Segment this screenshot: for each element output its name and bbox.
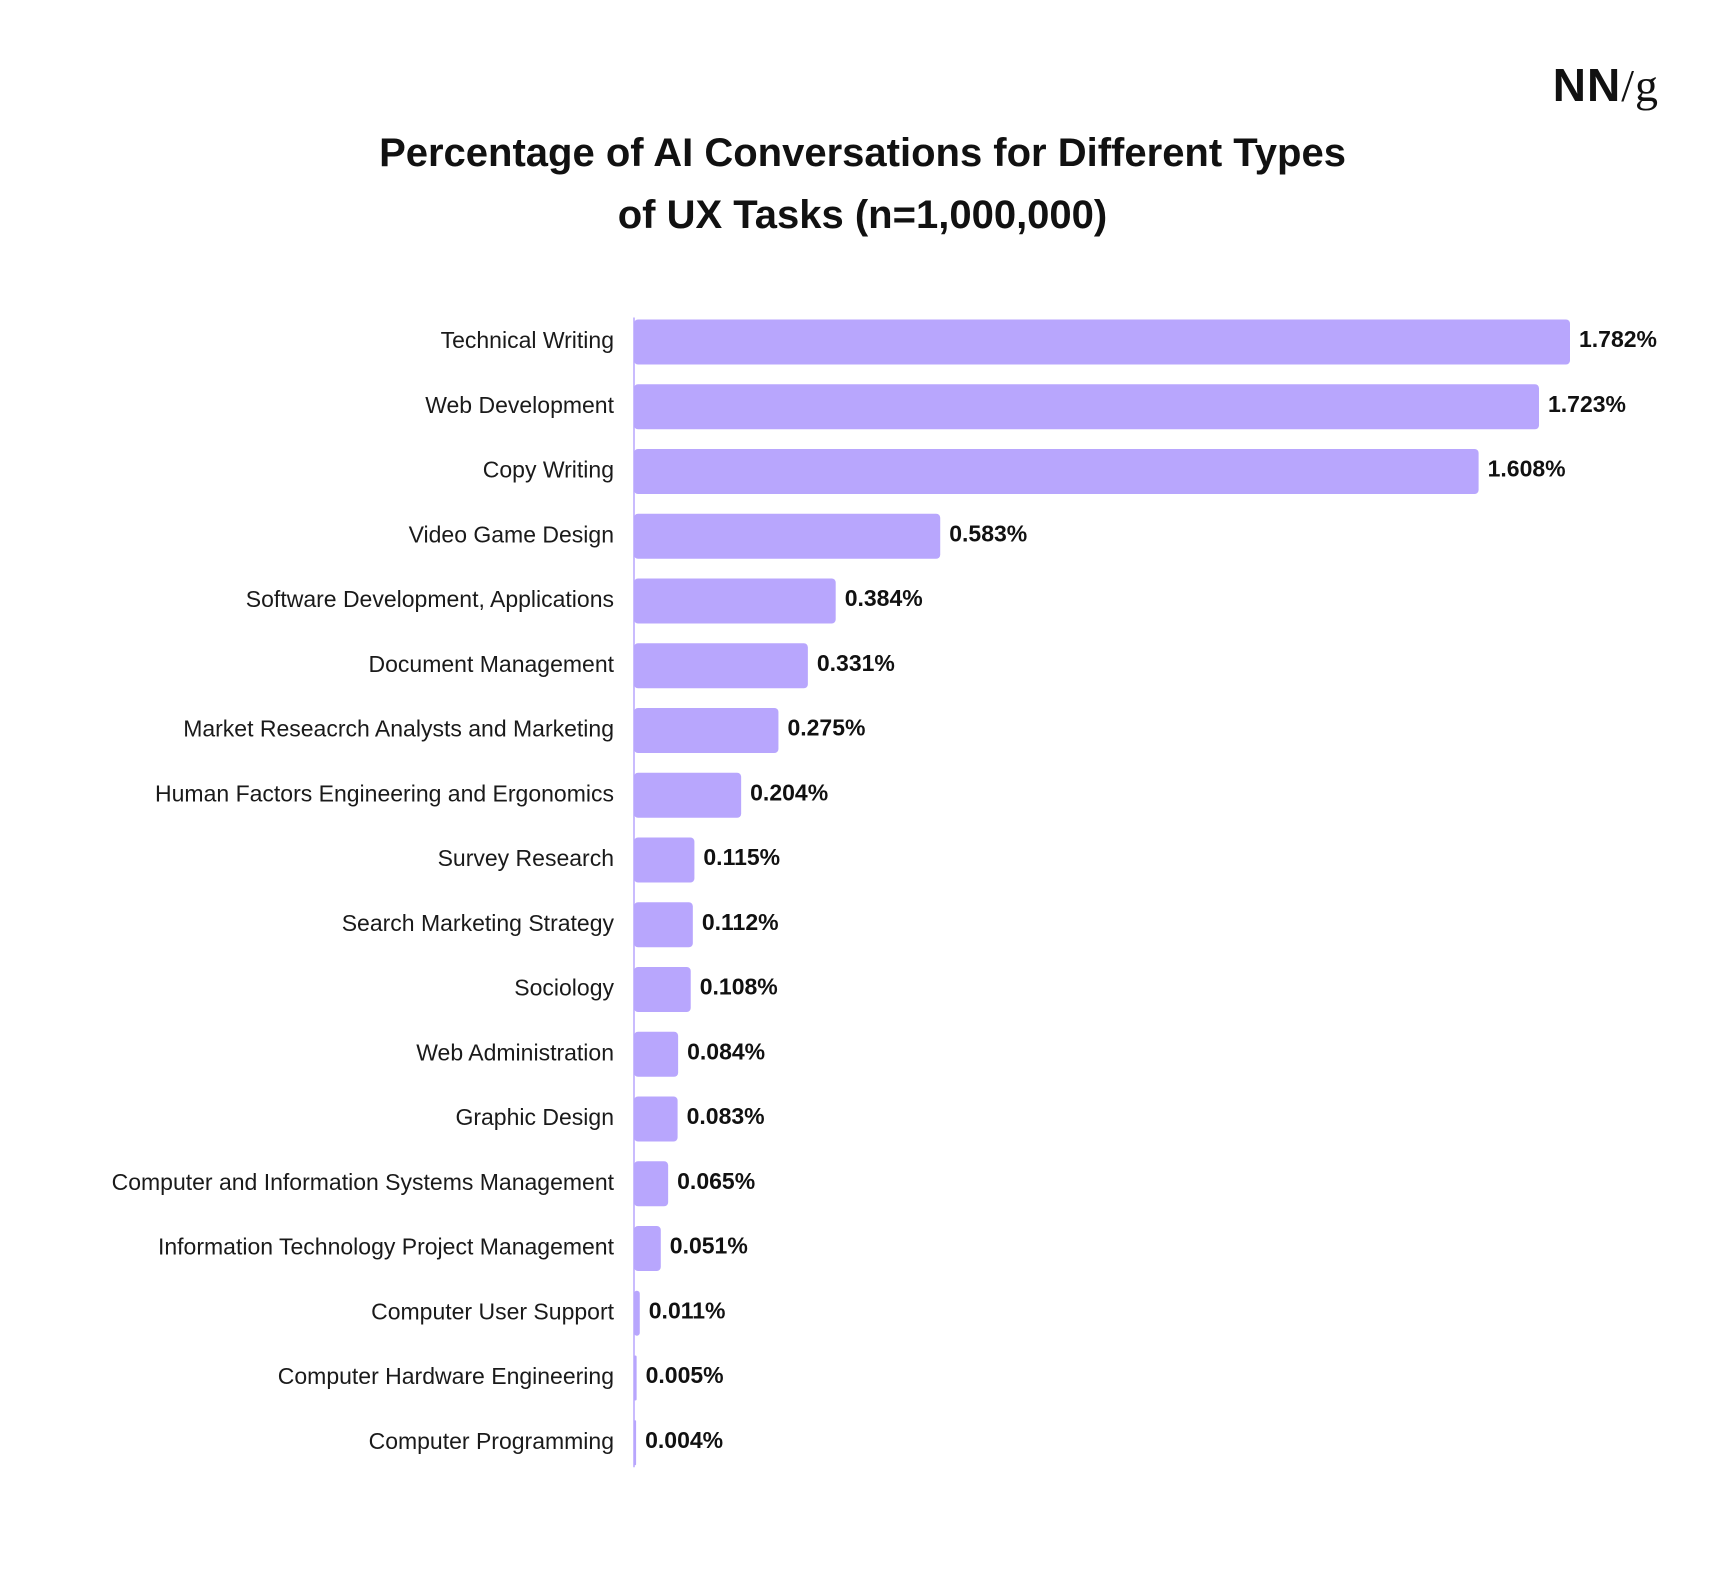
bar-row: Computer User Support 0.011%	[371, 1290, 726, 1336]
data-label: 0.275%	[787, 715, 865, 741]
data-label: 1.723%	[1548, 391, 1626, 417]
logo-brand: NN	[1552, 59, 1622, 111]
bar-row: Software Development, Applications 0.384%	[246, 578, 923, 624]
bar-row: Survey Research 0.115%	[438, 837, 780, 883]
bar	[634, 1161, 669, 1207]
category-label: Computer and Information Systems Managem…	[112, 1169, 615, 1195]
data-label: 0.011%	[649, 1297, 726, 1323]
data-label: 0.084%	[687, 1038, 765, 1064]
category-label: Copy Writing	[483, 457, 614, 483]
data-label: 1.608%	[1488, 456, 1566, 482]
bar	[634, 1290, 640, 1336]
bar-row: Web Administration 0.084%	[416, 1031, 765, 1077]
data-label: 0.108%	[700, 974, 778, 1000]
bar-row: Computer Hardware Engineering 0.005%	[278, 1355, 724, 1401]
bar-row: Document Management 0.331%	[369, 643, 895, 689]
data-label: 0.112%	[702, 909, 779, 935]
category-label: Computer User Support	[371, 1298, 614, 1324]
logo-suffix: /g	[1621, 60, 1659, 111]
category-label: Technical Writing	[441, 327, 614, 353]
bar-row: Technical Writing 1.782%	[441, 319, 1657, 365]
data-label: 0.051%	[670, 1233, 748, 1259]
category-label: Document Management	[369, 651, 615, 677]
bar	[634, 319, 1570, 365]
bar	[634, 967, 691, 1012]
bar	[634, 1226, 661, 1271]
category-label: Web Administration	[416, 1039, 614, 1065]
category-label: Web Development	[425, 392, 614, 418]
bar	[634, 513, 941, 559]
bar-row: Video Game Design 0.583%	[409, 513, 1027, 559]
bar	[634, 902, 693, 948]
data-label: 0.331%	[817, 650, 895, 676]
category-label: Information Technology Project Managemen…	[158, 1234, 615, 1260]
bar	[634, 1096, 678, 1142]
bars-layer: Technical Writing 1.782% Web Development 1.…	[112, 319, 1657, 1466]
bar	[634, 708, 779, 753]
bar	[634, 578, 836, 624]
bar-row: Human Factors Engineering and Ergonomics…	[155, 772, 828, 818]
chart-title-line-2: of UX Tasks (n=1,000,000)	[617, 193, 1108, 237]
bar-row: Computer Programming 0.004%	[369, 1420, 723, 1466]
category-label: Software Development, Applications	[246, 586, 614, 612]
category-label: Graphic Design	[455, 1104, 614, 1130]
bar-row: Web Development 1.723%	[425, 384, 1626, 430]
category-label: Search Marketing Strategy	[342, 910, 615, 936]
category-label: Market Reseacrch Analysts and Marketing	[183, 716, 614, 742]
bar	[634, 384, 1540, 430]
bar	[634, 772, 742, 818]
bar	[634, 643, 808, 689]
bar	[634, 1031, 679, 1077]
category-label: Computer Programming	[369, 1428, 614, 1454]
bar-row: Copy Writing 1.608%	[483, 449, 1566, 494]
data-label: 0.083%	[687, 1103, 765, 1129]
category-label: Survey Research	[438, 845, 614, 871]
bar-row: Graphic Design 0.083%	[455, 1096, 765, 1142]
bar	[634, 837, 695, 883]
bar-row: Sociology 0.108%	[514, 967, 778, 1012]
data-label: 0.384%	[845, 585, 923, 611]
category-label: Sociology	[514, 975, 614, 1001]
chart-title-line-1: Percentage of AI Conversations for Diffe…	[379, 131, 1346, 175]
category-label: Human Factors Engineering and Ergonomics	[155, 780, 614, 806]
bar-row: Information Technology Project Managemen…	[158, 1226, 748, 1271]
data-label: 0.115%	[703, 844, 780, 870]
data-label: 0.065%	[677, 1168, 755, 1194]
bar-row: Search Marketing Strategy 0.112%	[342, 902, 779, 948]
bar	[634, 449, 1479, 494]
data-label: 1.782%	[1579, 326, 1657, 352]
chart-title: Percentage of AI Conversations for Diffe…	[0, 122, 1725, 246]
category-label: Video Game Design	[409, 521, 614, 547]
data-label: 0.583%	[949, 520, 1027, 546]
nng-logo: NN/g	[1553, 58, 1659, 112]
bar-row: Computer and Information Systems Managem…	[112, 1161, 755, 1207]
category-label: Computer Hardware Engineering	[278, 1363, 614, 1389]
data-label: 0.005%	[646, 1362, 724, 1388]
data-label: 0.004%	[645, 1427, 723, 1453]
data-label: 0.204%	[750, 779, 828, 805]
bar-row: Market Reseacrch Analysts and Marketing 0…	[183, 708, 865, 753]
